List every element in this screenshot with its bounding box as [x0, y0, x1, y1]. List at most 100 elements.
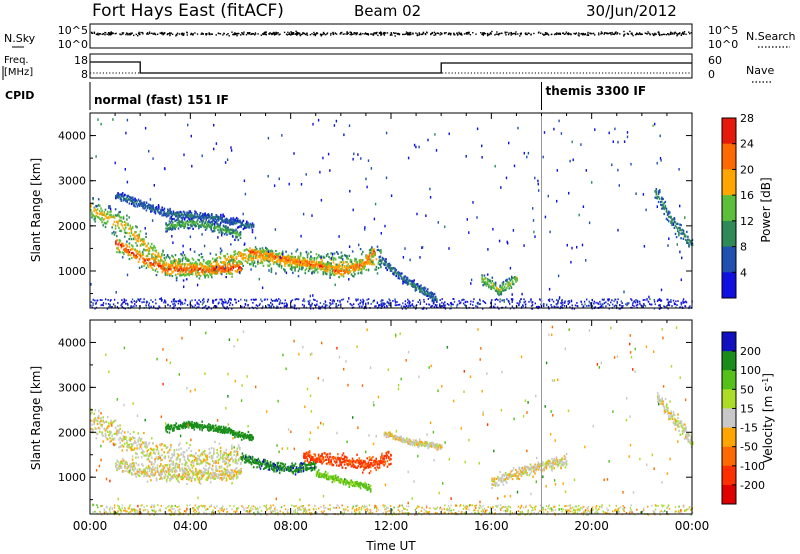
noise-point	[483, 32, 485, 34]
power-cell	[274, 257, 276, 260]
power-near-cell	[494, 299, 496, 301]
power-cell	[420, 289, 422, 292]
power-cell	[371, 248, 373, 252]
power-cell	[143, 240, 145, 243]
power-cell	[137, 234, 139, 237]
power-cell	[320, 264, 322, 267]
noise-point	[122, 33, 124, 35]
power-speckle	[196, 283, 199, 287]
power-cell	[221, 231, 224, 234]
power-speckle	[556, 169, 558, 172]
cpid-mode-themis: themis 3300 IF	[546, 84, 647, 98]
power-cell	[364, 261, 366, 264]
power-cell	[174, 224, 176, 227]
cpid-mode-normal: normal (fast) 151 IF	[94, 93, 229, 107]
power-near-cell	[492, 305, 495, 308]
power-cell	[157, 255, 160, 258]
power-cell	[411, 283, 413, 286]
power-cell	[358, 266, 361, 269]
noise-point	[298, 32, 300, 34]
power-cell	[220, 249, 223, 252]
power-cell	[355, 267, 357, 270]
power-speckle	[360, 157, 362, 160]
noise-point	[366, 33, 368, 35]
power-near-cell	[522, 305, 524, 308]
power-cell	[320, 268, 322, 271]
power-cell	[170, 273, 172, 276]
power-cell	[397, 275, 400, 279]
power-cell	[254, 256, 257, 259]
noise-point	[511, 32, 513, 35]
power-cell	[277, 253, 279, 256]
power-near-cell	[102, 302, 105, 304]
power-cell	[138, 266, 141, 269]
power-cell	[151, 209, 153, 212]
power-cell	[239, 262, 241, 265]
power-cell	[165, 223, 167, 226]
power-cell	[277, 255, 279, 258]
power-cell	[230, 259, 232, 262]
noise-point	[248, 33, 250, 35]
power-speckle	[215, 258, 217, 262]
power-near-cell	[399, 303, 401, 306]
noise-point	[486, 32, 489, 35]
power-cell	[403, 279, 405, 282]
power-cell	[319, 263, 321, 266]
power-cell	[168, 212, 170, 215]
power-cell	[198, 216, 201, 219]
power-cell	[312, 266, 314, 269]
power-cell	[193, 250, 196, 253]
power-near-cell	[323, 303, 325, 305]
power-near-cell	[581, 303, 583, 306]
power-near-cell	[388, 298, 390, 301]
power-near-cell	[294, 298, 296, 301]
noise-point	[416, 34, 418, 37]
power-cell	[281, 259, 284, 262]
power-cell	[191, 221, 193, 224]
power-cell	[345, 267, 347, 271]
power-near-cell	[551, 298, 553, 301]
power-cell	[260, 250, 262, 253]
power-cell	[304, 260, 307, 263]
power-near-cell	[412, 299, 414, 302]
power-cell	[219, 252, 222, 255]
power-near-cell	[479, 299, 481, 302]
power-near-cell	[283, 302, 285, 305]
noise-point	[323, 32, 325, 35]
power-speckle	[124, 168, 126, 171]
noise-point	[484, 32, 487, 35]
power-speckle	[201, 233, 203, 236]
noise-point	[169, 33, 171, 35]
power-cell	[211, 224, 214, 227]
power-speckle	[109, 207, 112, 211]
power-cell	[170, 224, 173, 227]
power-cell	[211, 257, 214, 260]
power-cell	[157, 253, 160, 256]
power-near-cell	[473, 298, 475, 301]
power-cell	[397, 274, 400, 277]
noise-point	[384, 32, 386, 34]
power-cell	[371, 250, 373, 253]
power-cell	[278, 255, 281, 258]
power-cell	[363, 267, 365, 270]
power-cell	[279, 260, 282, 263]
power-cell	[250, 262, 252, 266]
power-cell	[160, 265, 162, 268]
power-cell	[245, 260, 248, 263]
power-cell	[169, 268, 171, 271]
power-cell	[208, 260, 211, 263]
noise-point	[467, 31, 469, 34]
power-speckle	[153, 184, 155, 187]
power-cell	[338, 263, 340, 266]
power-cell	[165, 261, 168, 264]
power-cell	[394, 270, 396, 273]
power-cell	[187, 212, 189, 216]
power-cell	[217, 223, 219, 226]
power-near-cell	[321, 305, 324, 308]
power-cell	[304, 262, 307, 265]
power-speckle	[215, 265, 218, 269]
power-cell	[161, 206, 163, 209]
power-cell	[118, 215, 120, 218]
power-near-cell	[234, 298, 236, 301]
